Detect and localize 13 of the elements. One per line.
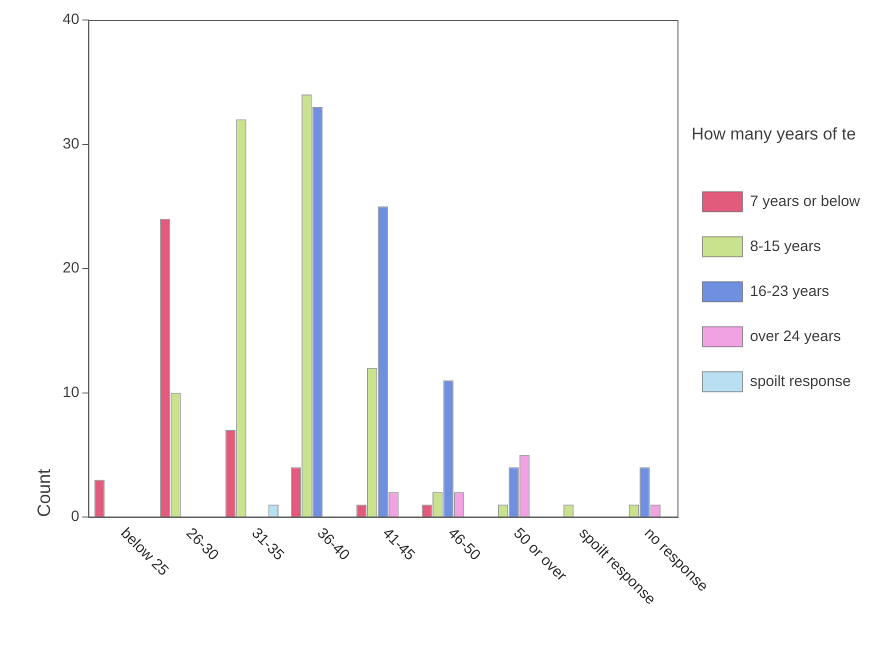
legend-title: How many years of te — [692, 124, 856, 144]
y-tick-label: 0 — [70, 508, 80, 526]
legend-label: 8-15 years — [750, 238, 821, 255]
x-tick-label: 50 or over — [510, 524, 570, 585]
legend-label: 16-23 years — [750, 282, 830, 300]
y-tick-label: 10 — [62, 384, 80, 401]
y-tick-label: 20 — [62, 260, 80, 277]
y-tick-label: 40 — [62, 11, 80, 28]
legend-label: over 24 years — [750, 328, 841, 345]
legend-label: spoilt response — [750, 372, 851, 390]
legend-label: 7 years or below — [750, 192, 860, 210]
y-tick-label: 30 — [62, 135, 80, 152]
y-axis-title: Count — [34, 468, 54, 517]
